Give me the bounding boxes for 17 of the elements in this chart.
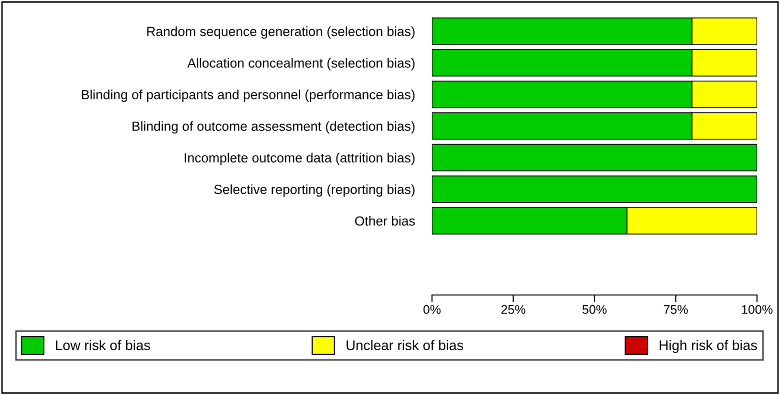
y-tick-label: Blinding of participants and personnel (performance bias) <box>82 90 415 102</box>
x-tick-label: 0% <box>423 305 441 314</box>
bar <box>432 175 757 203</box>
y-tick-label: Incomplete outcome data (attrition bias) <box>184 152 415 166</box>
x-tick-label: 25% <box>501 305 526 314</box>
x-tick-label: 75% <box>664 305 688 314</box>
y-tick-label: Other bias <box>355 216 415 226</box>
x-tick-label: 100% <box>742 305 773 314</box>
legend-label: Unclear risk of bias <box>346 340 464 350</box>
x-tick-label: 50% <box>582 305 607 314</box>
bar <box>432 144 757 172</box>
y-tick-label: Allocation concealment (selection bias) <box>187 58 415 70</box>
y-tick-label: Random sequence generation (selection bias) <box>147 26 415 39</box>
y-tick-label: Blinding of outcome assessment (detection bias) <box>132 121 415 134</box>
y-tick-label: Selective reporting (reporting bias) <box>214 184 415 197</box>
legend-label: Low risk of bias <box>56 340 150 350</box>
legend-label: High risk of bias <box>660 340 757 353</box>
